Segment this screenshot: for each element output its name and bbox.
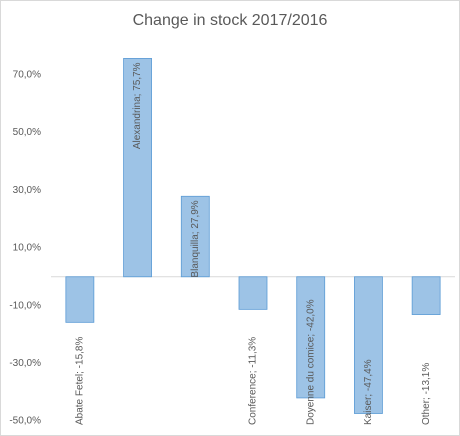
y-tick-label: -50,0%: [9, 416, 41, 427]
bar: [354, 276, 383, 414]
chart-title: Change in stock 2017/2016: [133, 12, 328, 29]
data-label: Conference; -11,3%: [248, 337, 259, 425]
bar: [238, 276, 268, 310]
data-label: Other; -13,1%: [421, 363, 432, 425]
data-label: Abate Fetel; -15,8%: [74, 337, 85, 425]
y-tick-label: 10,0%: [13, 243, 41, 254]
bar: [296, 276, 326, 399]
y-tick-label: -30,0%: [9, 358, 41, 369]
bar: [65, 276, 95, 323]
y-tick-label: 70,0%: [13, 69, 41, 80]
bar: [123, 58, 152, 278]
data-label: Doyenne du comice; -42,0%: [305, 299, 316, 425]
data-label: Kaiser; -47,4%: [363, 359, 374, 425]
data-label: Blanquilla; 27,9%: [190, 200, 201, 277]
y-tick-label: -10,0%: [9, 300, 41, 311]
bar: [180, 195, 210, 278]
data-label: Alexandrina; 75,7%: [132, 62, 143, 149]
bar: [411, 276, 441, 315]
y-tick-label: 30,0%: [13, 185, 41, 196]
y-tick-label: 50,0%: [13, 127, 41, 138]
